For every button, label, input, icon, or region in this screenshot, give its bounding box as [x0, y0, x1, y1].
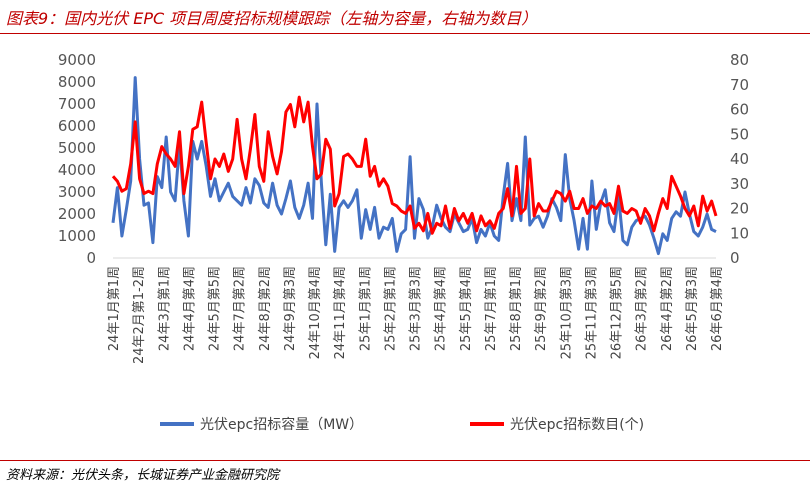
right-tick-label: 10 [730, 224, 749, 242]
x-tick-label: 24年11月第4周 [333, 266, 348, 359]
x-tick-label: 24年7月第2周 [233, 266, 248, 351]
x-tick-label: 26年6月第4周 [710, 266, 725, 351]
left-tick-label: 8000 [58, 73, 96, 91]
x-tick-label: 25年9月第2周 [534, 266, 549, 351]
x-tick-label: 25年3月第3周 [409, 266, 424, 351]
x-tick-label: 25年10月第3周 [559, 266, 574, 359]
left-tick-label: 1000 [58, 227, 96, 245]
x-tick-label: 26年5月第3周 [685, 266, 700, 351]
right-tick-label: 40 [730, 150, 749, 168]
x-tick-label: 25年8月第1周 [509, 266, 524, 351]
x-tick-label: 24年1月第1周 [107, 266, 122, 351]
right-tick-label: 70 [730, 76, 749, 94]
x-tick-label: 26年3月第2周 [635, 266, 650, 351]
title-divider [0, 33, 810, 34]
chart-title: 图表9：国内光伏 EPC 项目周度招标规模跟踪（左轴为容量，右轴为数目） [6, 9, 538, 28]
x-tick-label: 25年1月第1周 [358, 266, 373, 351]
left-tick-label: 6000 [58, 117, 96, 135]
x-tick-label: 25年11月第3周 [584, 266, 599, 359]
x-tick-label: 26年4月第2周 [660, 266, 675, 351]
x-tick-label: 24年8月第2周 [258, 266, 273, 351]
x-tick-label: 24年3月第1周 [157, 266, 172, 351]
series-lines [111, 76, 718, 256]
left-tick-label: 5000 [58, 139, 96, 157]
right-tick-label: 50 [730, 125, 749, 143]
count-series-line [111, 95, 718, 235]
x-tick-label: 24年4月第4周 [182, 266, 197, 351]
x-tick-label: 24年9月第3周 [283, 266, 298, 351]
x-tick-label: 25年7月第1周 [484, 266, 499, 351]
left-tick-label: 7000 [58, 95, 96, 113]
left-tick-label: 3000 [58, 183, 96, 201]
legend: 光伏epc招标容量（MW） 光伏epc招标数目(个) [160, 416, 644, 433]
left-tick-label: 4000 [58, 161, 96, 179]
x-tick-label: 25年5月第4周 [459, 266, 474, 351]
left-tick-label: 0 [86, 249, 96, 267]
right-tick-label: 20 [730, 200, 749, 218]
chart-area: 0 1000 2000 3000 4000 5000 6000 7000 8000 9000 0 1… [58, 51, 749, 433]
count-legend-label: 光伏epc招标数目(个) [510, 417, 644, 433]
left-axis-ticks: 0 1000 2000 3000 4000 5000 6000 7000 8000 9000 [58, 51, 96, 267]
footer-divider [0, 460, 810, 461]
left-tick-label: 2000 [58, 205, 96, 223]
capacity-series-line [111, 76, 717, 256]
x-tick-label: 24年10月第4周 [308, 266, 323, 359]
source-note: 资料来源：光伏头条，长城证券产业金融研究院 [6, 468, 280, 483]
x-tick-label: 26年12月第5周 [610, 266, 625, 359]
x-tick-label: 24年5月第5周 [208, 266, 223, 351]
right-tick-label: 30 [730, 175, 749, 193]
capacity-legend-label: 光伏epc招标容量（MW） [200, 416, 363, 433]
right-tick-label: 60 [730, 101, 749, 119]
right-tick-label: 0 [730, 249, 740, 267]
right-axis-ticks: 0 10 20 30 40 50 60 70 80 [730, 51, 749, 267]
x-tick-label: 25年4月第4周 [434, 266, 449, 351]
x-tick-label: 25年2月第1周 [383, 266, 398, 351]
x-axis-ticks: 24年1月第1周 24年2月第1-2周 24年3月第1周 24年4月第4周 24年5月第… [107, 266, 725, 364]
left-tick-label: 9000 [58, 51, 96, 69]
right-tick-label: 80 [730, 51, 749, 69]
x-tick-label: 24年2月第1-2周 [132, 266, 147, 364]
